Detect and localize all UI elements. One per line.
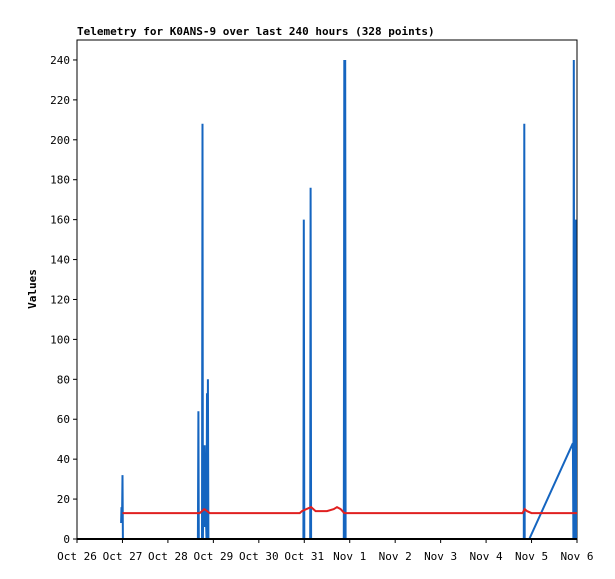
x-tick-label: Nov 3 <box>424 550 457 563</box>
y-tick-label: 200 <box>50 134 70 147</box>
y-tick-label: 180 <box>50 174 70 187</box>
y-tick-label: 100 <box>50 333 70 346</box>
x-tick-label: Nov 4 <box>470 550 503 563</box>
y-tick-label: 120 <box>50 293 70 306</box>
plot-area: 0 20 40 60 80 100 120 140 160 180 200 220 240 Oct 26 O… <box>50 39 594 563</box>
y-tick-label: 0 <box>63 533 70 546</box>
x-tick-label: Oct 28 <box>148 550 188 563</box>
y-axis-label: Values <box>26 269 39 309</box>
x-tick-label: Nov 2 <box>379 550 412 563</box>
series-line-2 <box>122 505 577 515</box>
plot-frame <box>76 39 578 540</box>
chart-title: Telemetry for K0ANS-9 over last 240 hour… <box>77 25 435 38</box>
y-tick-label: 60 <box>57 413 70 426</box>
x-tick-label: Oct 29 <box>193 550 233 563</box>
x-tick-label: Oct 26 <box>57 550 97 563</box>
x-tick-label: Nov 1 <box>333 550 366 563</box>
y-tick-label: 140 <box>50 254 70 267</box>
x-tick-label: Oct 27 <box>103 550 143 563</box>
y-tick-label: 40 <box>57 453 70 466</box>
series-line-1 <box>120 59 578 540</box>
y-tick-label: 80 <box>57 373 70 386</box>
x-tick-label: Nov 6 <box>560 550 593 563</box>
x-tick-label: Oct 30 <box>239 550 279 563</box>
y-tick-label: 160 <box>50 214 70 227</box>
y-tick-label: 20 <box>57 493 70 506</box>
y-tick-label: 220 <box>50 94 70 107</box>
y-tick-label: 240 <box>50 54 70 67</box>
x-tick-label: Nov 5 <box>515 550 548 563</box>
x-tick-label: Oct 31 <box>284 550 324 563</box>
